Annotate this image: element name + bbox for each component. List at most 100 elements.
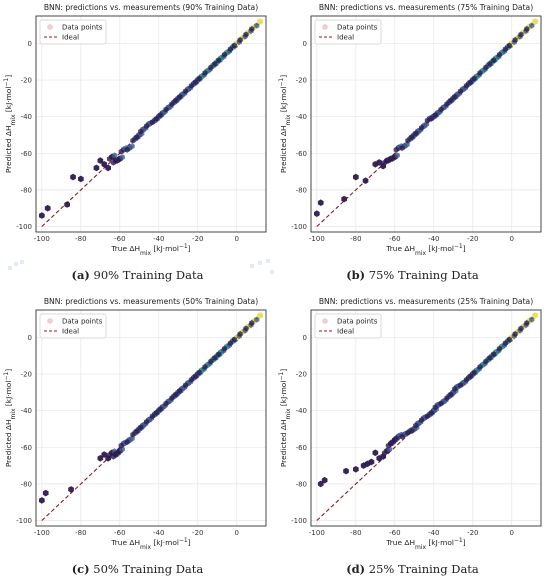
caption-b-text: 75% Training Data [368, 268, 479, 282]
data-point [231, 336, 237, 343]
data-point [124, 146, 130, 153]
y-axis-label: Predicted ΔHmix [kJ·mol−1] [278, 75, 292, 173]
data-point [111, 152, 118, 159]
data-point [124, 439, 130, 445]
data-point [372, 449, 379, 457]
data-point [512, 37, 518, 43]
data-point [419, 124, 425, 131]
legend: Data points Ideal [314, 313, 382, 339]
data-point [101, 161, 108, 168]
data-point [138, 424, 144, 431]
data-point [368, 458, 375, 466]
legend-label-ideal: Ideal [62, 34, 79, 42]
y-axis-label: Predicted ΔHmix [kJ·mol−1] [3, 369, 17, 467]
data-point [114, 157, 120, 164]
data-point [496, 345, 503, 352]
data-point [314, 210, 320, 217]
data-point [491, 351, 497, 358]
data-point [39, 212, 45, 219]
plot-frame [310, 15, 542, 233]
y-tick-label: -40 [296, 407, 307, 415]
data-point [393, 435, 399, 442]
data-point [502, 340, 508, 347]
data-point [118, 148, 124, 155]
y-tick-label: -20 [21, 371, 32, 379]
data-point [93, 164, 100, 172]
legend: Data points Ideal [314, 19, 382, 45]
data-point [317, 199, 324, 206]
data-point [512, 331, 518, 337]
data-point [227, 46, 233, 53]
data-point [70, 173, 76, 181]
data-point [257, 312, 263, 319]
data-point [119, 154, 125, 161]
data-point [471, 369, 477, 376]
data-point [506, 42, 512, 49]
data-point [212, 354, 218, 361]
data-point [399, 145, 405, 151]
data-point [212, 60, 218, 67]
y-tick-label: 0 [28, 40, 32, 48]
caption-a-text: 90% Training Data [93, 268, 204, 282]
data-point [149, 119, 155, 126]
y-tick-label: -80 [21, 186, 32, 194]
legend-label-ideal: Ideal [337, 34, 354, 42]
data-point [163, 400, 169, 407]
caption-a: (a) 90% Training Data [0, 268, 275, 282]
data-point [467, 373, 473, 380]
data-point [424, 413, 430, 420]
data-point [134, 134, 140, 140]
data-point [317, 480, 324, 488]
y-tick-label: -20 [296, 77, 307, 85]
data-point [471, 75, 477, 82]
legend-label-ideal: Ideal [337, 328, 354, 336]
y-tick-label: -80 [296, 480, 307, 488]
y-tick-label: -100 [16, 223, 32, 231]
caption-c-letter: (c) [71, 562, 90, 576]
y-tick-label: -60 [21, 150, 32, 158]
data-point [524, 320, 530, 326]
data-point [153, 409, 159, 416]
x-tick-label: 0 [235, 529, 239, 537]
data-point [491, 57, 497, 64]
data-point [105, 164, 111, 172]
x-tick-label: 0 [235, 235, 239, 243]
data-point [529, 316, 535, 323]
data-point [477, 69, 483, 76]
data-point [444, 395, 450, 401]
data-point [192, 79, 198, 86]
y-tick-label: -60 [296, 444, 307, 452]
data-point [362, 177, 369, 184]
data-point [188, 376, 194, 383]
y-tick-label: -40 [296, 113, 307, 121]
panel-d: BNN: predictions vs. measurements (25% T… [275, 294, 550, 588]
data-point [428, 115, 434, 122]
data-point [393, 146, 399, 153]
data-point [532, 312, 538, 319]
data-point [243, 31, 249, 38]
data-point [496, 51, 503, 58]
data-point [231, 42, 237, 49]
data-point [182, 88, 189, 95]
data-point [173, 97, 179, 104]
y-tick-label: 0 [28, 334, 32, 342]
data-point [353, 173, 359, 181]
data-point [169, 395, 175, 401]
data-point [130, 137, 136, 144]
data-point [110, 453, 116, 460]
data-point [157, 112, 163, 118]
data-point [394, 152, 400, 159]
data-point [487, 60, 493, 67]
data-point [444, 101, 450, 107]
data-point [409, 428, 415, 434]
data-point [483, 64, 489, 71]
data-point [405, 137, 411, 144]
x-tick-label: 0 [510, 235, 514, 243]
data-point [196, 75, 202, 82]
data-point [177, 93, 183, 100]
data-point [97, 157, 104, 164]
data-point [101, 451, 108, 458]
chart-title: BNN: predictions vs. measurements (25% T… [319, 297, 533, 306]
data-point [413, 130, 419, 137]
x-axis-label: True ΔHmix [kJ·mol−1] [385, 537, 465, 551]
